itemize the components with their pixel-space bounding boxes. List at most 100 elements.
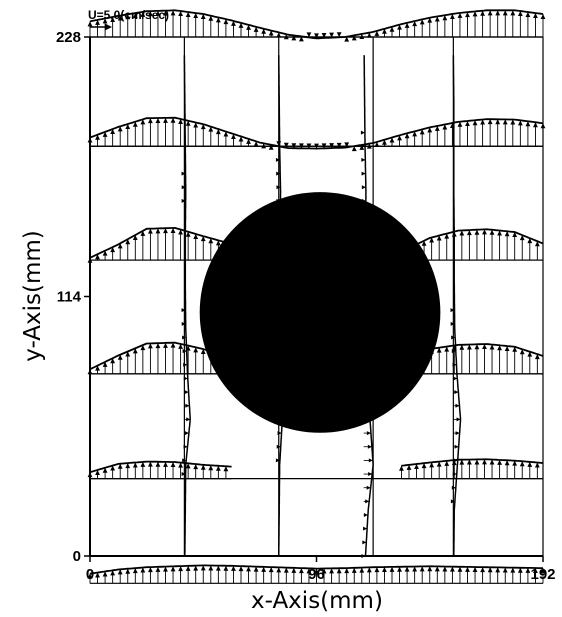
velocity-arrowhead: [148, 567, 153, 573]
velocity-arrowhead: [361, 185, 366, 190]
velocity-arrowhead: [182, 349, 187, 354]
velocity-arrowhead: [155, 461, 161, 467]
profile-curve: [452, 55, 462, 556]
velocity-arrowhead: [366, 567, 372, 573]
velocity-arrowhead: [178, 11, 183, 17]
velocity-arrowhead: [283, 567, 289, 573]
profile-col-1: [181, 55, 191, 556]
velocity-arrowhead: [361, 171, 366, 176]
velocity-arrowhead: [421, 463, 427, 469]
x-axis-label: x-Axis(mm): [251, 588, 383, 614]
velocity-arrowhead: [365, 499, 370, 504]
y-tick-label: 114: [57, 289, 82, 306]
velocity-arrowhead: [246, 24, 251, 30]
velocity-arrowhead: [452, 362, 457, 367]
velocity-arrowhead: [185, 12, 191, 18]
velocity-arrowhead: [268, 144, 274, 150]
velocity-arrowhead: [215, 465, 221, 471]
velocity-arrowhead: [102, 361, 108, 367]
velocity-arrowhead: [200, 565, 206, 571]
velocity-arrowhead: [450, 566, 455, 572]
velocity-arrowhead: [283, 34, 289, 40]
velocity-arrowhead: [359, 567, 365, 573]
velocity-arrowhead: [181, 308, 186, 313]
velocity-arrowhead: [465, 12, 470, 18]
velocity-arrowhead: [299, 36, 304, 42]
profile-curve: [89, 226, 232, 259]
velocity-arrowhead: [374, 567, 380, 573]
velocity-arrowhead: [336, 32, 342, 38]
velocity-arrowhead: [361, 144, 366, 149]
velocity-arrowhead: [208, 15, 214, 21]
velocity-arrowhead: [489, 459, 495, 465]
velocity-arrowhead: [329, 143, 334, 149]
velocity-arrowhead: [444, 460, 450, 466]
velocity-arrowhead: [399, 465, 404, 471]
velocity-arrowhead: [155, 118, 161, 124]
velocity-arrowhead: [132, 462, 138, 468]
velocity-arrowhead: [102, 250, 108, 256]
velocity-arrowhead: [504, 346, 510, 352]
velocity-arrowhead: [117, 243, 123, 249]
profile-curve: [183, 55, 191, 556]
velocity-arrowhead: [457, 121, 463, 127]
velocity-arrowhead: [140, 11, 146, 17]
velocity-arrowhead: [163, 566, 168, 572]
velocity-arrowhead: [495, 567, 501, 573]
velocity-arrowhead: [427, 566, 433, 572]
velocity-arrowhead: [480, 567, 485, 573]
velocity-arrowhead: [148, 118, 153, 124]
velocity-arrowhead: [140, 567, 146, 573]
velocity-arrowhead: [512, 346, 518, 352]
profile-row-6: [87, 564, 546, 584]
velocity-arrowhead: [510, 119, 516, 125]
velocity-arrowhead: [95, 572, 100, 578]
velocity-arrowhead: [360, 130, 365, 135]
velocity-arrowhead: [148, 11, 153, 17]
velocity-arrowhead: [404, 133, 410, 139]
velocity-arrowhead: [181, 321, 186, 326]
velocity-arrowhead: [368, 458, 373, 463]
profile-curve: [401, 458, 544, 467]
velocity-arrowhead: [231, 565, 236, 571]
velocity-arrowhead: [238, 22, 244, 28]
velocity-arrowhead: [110, 16, 116, 22]
velocity-arrowhead: [452, 472, 457, 477]
velocity-arrowhead: [275, 458, 280, 463]
velocity-arrowhead: [215, 17, 221, 23]
velocity-arrowhead: [170, 227, 176, 233]
velocity-arrowhead: [487, 10, 493, 16]
velocity-arrowhead: [132, 348, 138, 354]
velocity-arrowhead: [276, 567, 282, 573]
velocity-arrowhead: [155, 343, 161, 349]
velocity-arrowhead: [321, 568, 327, 574]
velocity-arrowhead: [215, 129, 221, 135]
velocity-arrowhead: [482, 229, 487, 235]
velocity-arrowhead: [502, 119, 508, 125]
velocity-arrowhead: [215, 565, 221, 571]
velocity-arrowhead: [367, 444, 372, 449]
velocity-arrowhead: [125, 239, 131, 245]
velocity-arrowhead: [283, 142, 289, 148]
velocity-arrowhead: [329, 32, 334, 38]
velocity-arrowhead: [434, 566, 440, 572]
velocity-arrowhead: [193, 233, 199, 239]
velocity-arrowhead: [184, 431, 189, 436]
velocity-arrowhead: [193, 565, 199, 571]
velocity-arrowhead: [540, 123, 546, 129]
velocity-arrowhead: [466, 230, 472, 236]
velocity-arrowhead: [163, 228, 168, 234]
velocity-arrowhead: [382, 139, 387, 145]
velocity-arrowhead: [540, 14, 546, 19]
velocity-arrowhead: [155, 10, 161, 16]
y-axis-label: y-Axis(mm): [20, 230, 46, 361]
velocity-arrowhead: [397, 135, 402, 141]
velocity-arrowhead: [183, 444, 188, 449]
velocity-scale-indicator: U=5.0(cm/sec): [88, 8, 169, 31]
velocity-arrowhead: [480, 119, 485, 125]
velocity-arrowhead: [465, 566, 470, 572]
velocity-arrowhead: [504, 231, 510, 237]
velocity-arrowhead: [455, 403, 460, 408]
velocity-arrowhead: [276, 171, 281, 176]
velocity-arrowhead: [87, 573, 93, 579]
